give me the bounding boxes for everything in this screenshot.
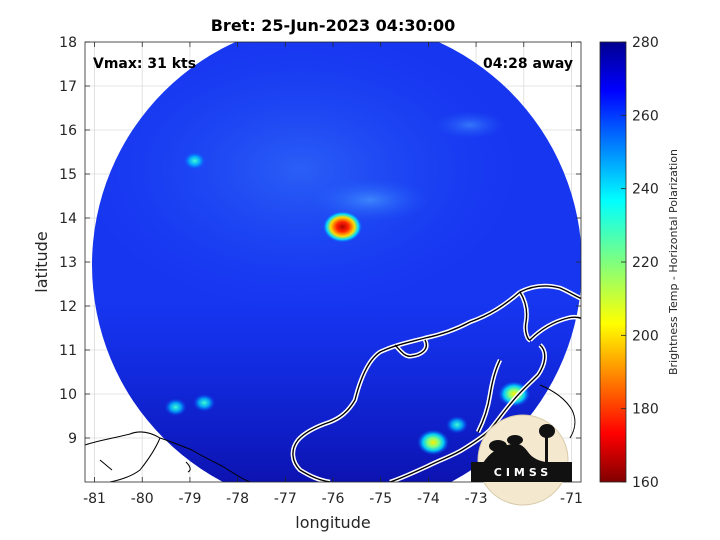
feature-1 (417, 429, 450, 456)
colorbar-tick-label-0: 160 (632, 475, 659, 491)
y-tick-label-7: 16 (59, 123, 77, 139)
feature-5 (164, 398, 187, 417)
y-tick-label-6: 15 (59, 167, 77, 183)
colorbar-tick-label-2: 200 (632, 328, 659, 344)
x-tick-label-1: -80 (131, 491, 154, 507)
y-tick-label-3: 12 (59, 299, 77, 315)
x-tick-label-10: -71 (560, 491, 583, 507)
colorbar-tick-label-4: 240 (632, 182, 659, 198)
y-tick-label-0: 9 (68, 431, 77, 447)
chart-title: Bret: 25-Jun-2023 04:30:00 (211, 16, 456, 35)
colorbar-label: Brightness Temp - Horizontal Polarizatio… (667, 149, 680, 375)
logo-tower (545, 437, 548, 462)
logo-dish-right (507, 435, 523, 445)
y-tick-label-9: 18 (59, 35, 77, 51)
logo-text: CIMSS (494, 466, 552, 479)
x-tick-label-3: -78 (226, 491, 249, 507)
feature-3 (183, 152, 206, 170)
cimss-logo: CIMSS (471, 414, 572, 506)
time-offset-annotation: 04:28 away (483, 56, 573, 72)
x-tick-label-6: -75 (369, 491, 392, 507)
cloud-band-ne (435, 111, 505, 139)
y-tick-label-1: 10 (59, 387, 77, 403)
colorbar-tick-label-6: 280 (632, 35, 659, 51)
convective-features (164, 152, 531, 456)
y-axis-label: latitude (32, 231, 51, 292)
y-tick-label-4: 13 (59, 255, 77, 271)
feature-6 (446, 416, 468, 434)
vmax-annotation: Vmax: 31 kts (93, 56, 196, 72)
y-tick-label-5: 14 (59, 211, 77, 227)
x-tick-label-7: -74 (417, 491, 440, 507)
colorbar-tick-label-1: 180 (632, 402, 659, 418)
cloud-haze-north (92, 42, 520, 310)
y-tick-label-8: 17 (59, 79, 77, 95)
x-axis-label: longitude (295, 513, 370, 532)
swath-layer (92, 42, 581, 482)
cloud-band-center (310, 178, 430, 222)
logo-water-tank (539, 424, 555, 438)
logo-banner (471, 462, 572, 482)
x-tick-label-4: -77 (274, 491, 297, 507)
x-tick-label-0: -81 (83, 491, 106, 507)
y-axis-ticks: 9 10 11 12 13 14 15 16 17 18 (59, 35, 581, 447)
feature-4 (193, 394, 216, 412)
colorbar-tick-label-3: 220 (632, 255, 659, 271)
colorbar-tick-label-5: 260 (632, 108, 659, 124)
logo-dish-left (489, 440, 507, 452)
x-tick-label-5: -76 (322, 491, 345, 507)
colorbar-ticks: 160 180 200 220 240 260 280 (621, 35, 659, 491)
x-tick-label-8: -73 (465, 491, 488, 507)
y-tick-label-2: 11 (59, 343, 77, 359)
x-tick-label-2: -79 (178, 491, 201, 507)
feature-0 (322, 210, 363, 243)
coastlines (85, 283, 581, 482)
